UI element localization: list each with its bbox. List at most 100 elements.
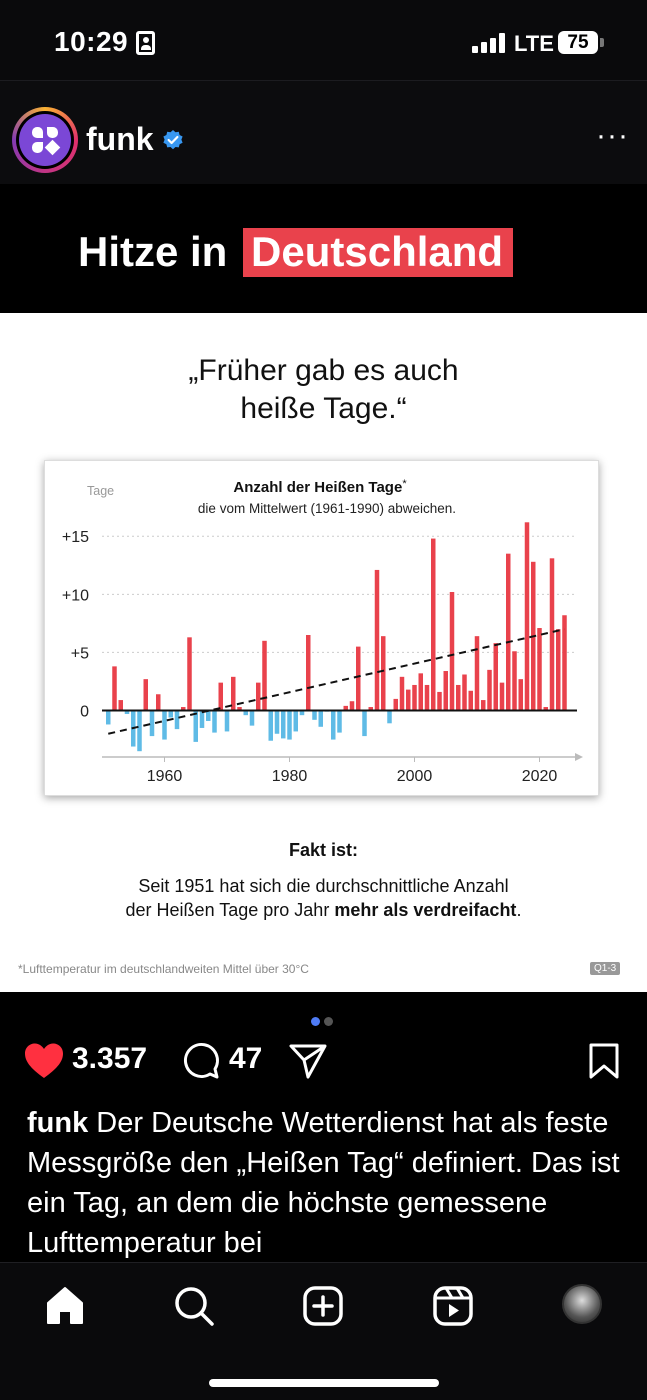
chart-title-mark: * [402, 478, 407, 490]
comment-count[interactable]: 47 [229, 1042, 263, 1075]
chart-bar [393, 698, 398, 711]
reels-icon[interactable] [432, 1285, 474, 1327]
fact-title: Fakt ist: [288, 840, 358, 860]
status-time: 10:29 [54, 26, 129, 57]
bottom-navigation [0, 1262, 647, 1400]
chart-bar [268, 710, 273, 741]
search-icon[interactable] [173, 1285, 215, 1327]
save-bookmark-icon[interactable] [588, 1042, 620, 1080]
chart-bar [468, 690, 473, 711]
chart-bar [231, 676, 236, 711]
chart-bar [212, 710, 217, 733]
status-bar: 10:29 LTE 75 [0, 0, 647, 80]
fact-line-2-prefix: der Heißen Tage pro Jahr [125, 900, 330, 920]
carousel-dot-active [311, 1017, 320, 1026]
chart-bar [118, 700, 123, 711]
caption-username[interactable]: funk [27, 1107, 89, 1139]
share-paper-plane-icon[interactable] [288, 1042, 328, 1080]
carousel-dots [311, 1013, 337, 1031]
caption-text: Der Deutsche Wetterdienst hat als feste … [27, 1107, 620, 1259]
chart-bar [124, 710, 130, 715]
chart-bar [337, 710, 342, 733]
post-username[interactable]: funk [86, 121, 154, 157]
chart-bar [399, 676, 405, 711]
profile-avatar[interactable] [562, 1284, 602, 1324]
chart-bar [506, 553, 511, 711]
chart-bar [406, 689, 411, 711]
chart-bar [374, 569, 380, 711]
quote-text: „Früher gab es auch heiße Tage.“ [0, 352, 647, 428]
chart-bar [256, 682, 261, 711]
chart-bar [381, 636, 386, 711]
chart-bar [293, 710, 298, 732]
create-post-icon[interactable] [302, 1285, 344, 1327]
chart-bar [362, 710, 367, 737]
chart-bar [356, 646, 361, 711]
post-image[interactable]: Hitze in Deutschland „Früher gab es auch… [0, 184, 647, 992]
chart-bar [368, 707, 373, 711]
chart-title: Anzahl der Heißen Tage [233, 479, 402, 496]
chart-bar [224, 710, 230, 732]
chart-bar [456, 684, 461, 711]
chart-bar [174, 710, 180, 730]
home-icon[interactable] [44, 1285, 86, 1327]
post-banner: Hitze in Deutschland [0, 184, 647, 313]
battery-icon: 75 [558, 31, 598, 54]
chart-bar [187, 637, 192, 711]
chart-bar [331, 710, 336, 740]
chart-bar [562, 615, 567, 711]
comment-icon[interactable] [182, 1042, 220, 1080]
chart-bar [443, 671, 448, 711]
chart-bar [168, 710, 173, 718]
carousel-dot [324, 1017, 333, 1026]
y-tick-label: +10 [62, 587, 89, 604]
chart-bar [149, 710, 155, 737]
like-count[interactable]: 3.357 [72, 1042, 148, 1075]
banner-title: Hitze in Deutschland [78, 228, 514, 277]
chart-bar [462, 674, 467, 711]
chart-bar [499, 682, 505, 711]
chart-bar [237, 707, 242, 711]
chart-bar [449, 592, 455, 711]
chart-bar [112, 666, 117, 711]
chart-card: Anzahl der Heißen Tage* die vom Mittelwe… [44, 460, 599, 796]
chart-bar [474, 636, 480, 711]
battery-tip [600, 38, 604, 47]
chart-bar [299, 710, 305, 716]
chart-bar [431, 538, 436, 711]
chart-bar [199, 710, 205, 728]
avatar[interactable] [16, 111, 74, 169]
y-tick-label: +5 [71, 645, 89, 662]
chart-bar [418, 673, 423, 711]
chart-bar [424, 684, 430, 711]
x-tick-label: 1980 [272, 768, 308, 785]
post-caption[interactable]: funk Der Deutsche Wetterdienst hat als f… [27, 1103, 627, 1261]
fact-line-2-bold: mehr als verdreifacht [334, 900, 517, 920]
chart-bar [106, 710, 111, 725]
chart-bar [487, 669, 492, 711]
chart-bar [143, 679, 148, 711]
chart-bar [549, 558, 555, 711]
fact-text: Seit 1951 hat sich die durchschnittliche… [0, 874, 647, 922]
quote-line-1: „Früher gab es auch [188, 354, 459, 387]
more-options-icon[interactable]: ··· [596, 119, 629, 152]
story-ring[interactable] [12, 107, 78, 173]
fact-line-1: Seit 1951 hat sich die durchschnittliche… [138, 876, 509, 896]
x-axis-arrow [575, 753, 583, 761]
banner-title-highlight: Deutschland [243, 228, 514, 277]
funk-logo-icon [19, 114, 71, 166]
chart-bar [249, 710, 255, 726]
like-heart-icon[interactable] [24, 1042, 64, 1080]
chart-bar [274, 710, 280, 734]
chart-bar [524, 522, 530, 711]
quote-line-2: heiße Tage.“ [240, 392, 407, 425]
y-tick-label: +15 [62, 529, 89, 546]
banner-title-prefix: Hitze in [78, 228, 228, 275]
chart-bar [543, 707, 548, 711]
chart-bar [556, 629, 561, 711]
footnote: *Lufttemperatur im deutschlandweiten Mit… [18, 962, 309, 976]
fact-line-2: der Heißen Tage pro Jahr mehr als verdre… [0, 898, 647, 922]
chart-bar [206, 710, 211, 721]
chart-bar [287, 710, 292, 740]
chart-bar [181, 707, 186, 711]
